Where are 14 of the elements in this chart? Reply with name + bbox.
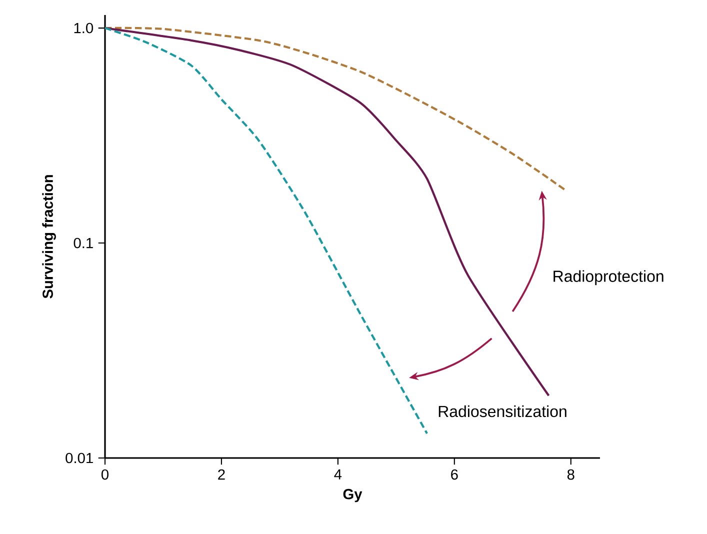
x-tick-label: 2 [218,469,225,480]
x-tick-label: 8 [567,469,574,480]
x-tick-label: 0 [101,469,108,480]
y-axis-title: Surviving fraction [42,175,56,298]
annotation: Radioprotection [554,270,664,286]
x-axis-title: Gy [343,488,362,502]
line-series [104,26,550,397]
annotation: Radiosensitization [438,405,566,418]
x-tick-label: 4 [334,469,342,480]
y-tick-label: 0.01 [66,452,93,464]
y-tick-label: 0.1 [74,238,93,248]
x-tick-label: 6 [451,469,458,480]
y-tick-label: 1.0 [74,22,94,34]
line-series [104,26,428,435]
